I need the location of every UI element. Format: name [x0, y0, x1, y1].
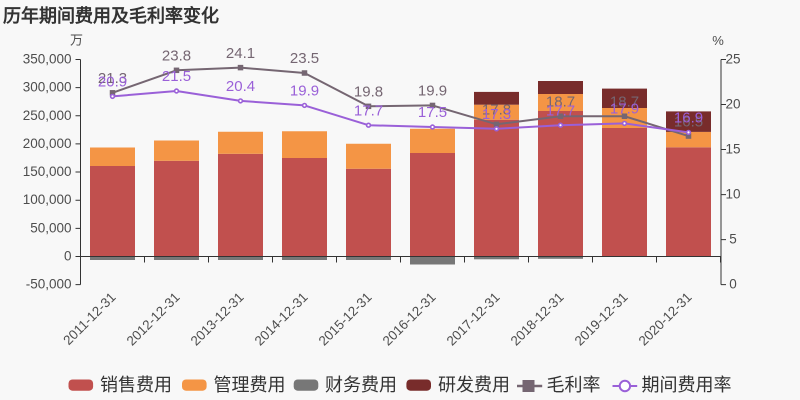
svg-text:100,000: 100,000 — [23, 192, 72, 207]
svg-text:17.9: 17.9 — [610, 101, 639, 118]
svg-text:350,000: 350,000 — [23, 51, 72, 66]
svg-text:17.8: 17.8 — [482, 102, 511, 119]
svg-text:19.8: 19.8 — [354, 84, 383, 101]
svg-text:15: 15 — [725, 142, 740, 157]
svg-text:25: 25 — [725, 52, 740, 67]
svg-text:24.1: 24.1 — [226, 45, 255, 62]
svg-text:10: 10 — [725, 187, 740, 202]
svg-text:18.7: 18.7 — [610, 93, 639, 110]
svg-text:%: % — [712, 33, 724, 48]
svg-text:150,000: 150,000 — [23, 164, 72, 179]
svg-text:20.9: 20.9 — [98, 74, 127, 91]
svg-text:23.5: 23.5 — [290, 50, 319, 67]
svg-text:历年期间费用及毛利率变化: 历年期间费用及毛利率变化 — [3, 5, 219, 26]
svg-text:20.4: 20.4 — [226, 78, 255, 95]
svg-text:0: 0 — [729, 277, 737, 292]
svg-text:50,000: 50,000 — [30, 220, 71, 235]
svg-text:研发费用: 研发费用 — [438, 375, 510, 395]
svg-text:5: 5 — [729, 232, 737, 247]
svg-text:17.7: 17.7 — [354, 102, 383, 119]
svg-text:管理费用: 管理费用 — [214, 375, 286, 395]
svg-text:16.9: 16.9 — [674, 110, 703, 127]
svg-text:19.9: 19.9 — [418, 83, 447, 100]
svg-text:期间费用率: 期间费用率 — [642, 375, 732, 395]
svg-text:21.5: 21.5 — [162, 68, 191, 85]
svg-text:16.5: 16.5 — [674, 113, 703, 130]
svg-text:-50,000: -50,000 — [26, 277, 72, 292]
svg-text:19.9: 19.9 — [290, 83, 319, 100]
svg-text:17.3: 17.3 — [482, 106, 511, 123]
svg-text:财务费用: 财务费用 — [325, 375, 397, 395]
svg-text:18.7: 18.7 — [546, 93, 575, 110]
svg-text:250,000: 250,000 — [23, 108, 72, 123]
svg-text:17.5: 17.5 — [418, 104, 447, 121]
svg-text:23.8: 23.8 — [162, 48, 191, 65]
svg-text:200,000: 200,000 — [23, 136, 72, 151]
svg-text:销售费用: 销售费用 — [100, 375, 172, 395]
svg-text:毛利率: 毛利率 — [547, 375, 601, 395]
svg-text:20: 20 — [725, 97, 740, 112]
svg-text:万: 万 — [70, 33, 83, 48]
svg-text:300,000: 300,000 — [23, 80, 72, 95]
svg-text:21.3: 21.3 — [98, 70, 127, 87]
svg-text:17.7: 17.7 — [546, 102, 575, 119]
svg-text:0: 0 — [64, 249, 72, 264]
